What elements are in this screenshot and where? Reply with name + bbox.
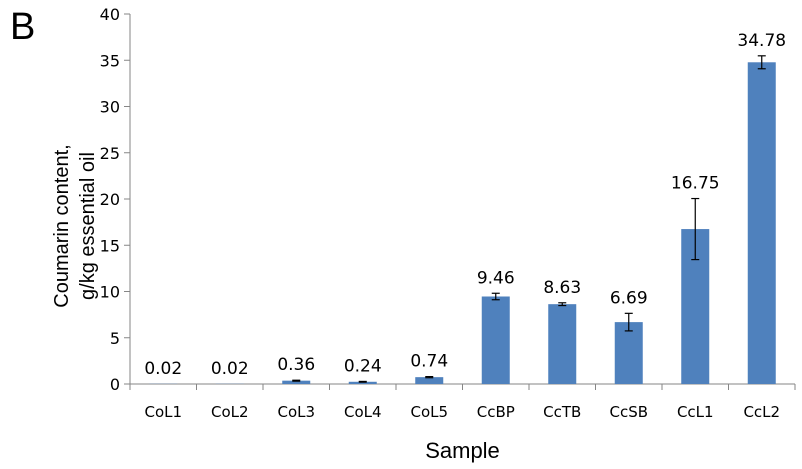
data-label: 9.46	[477, 268, 515, 288]
bar	[282, 380, 311, 384]
y-tick-label: 20	[100, 190, 120, 209]
x-tick-label: CcSB	[609, 403, 648, 421]
x-tick-label: CoL2	[211, 403, 249, 421]
data-label: 0.02	[211, 359, 249, 379]
x-tick-label: CcBP	[477, 403, 515, 421]
x-tick-label: CoL4	[344, 403, 382, 421]
data-label: 0.02	[144, 359, 182, 379]
x-tick-label: CoL3	[277, 403, 315, 421]
bar	[481, 296, 510, 384]
x-tick-label: CcTB	[543, 403, 581, 421]
data-label: 34.78	[737, 31, 786, 51]
y-tick-label: 5	[110, 329, 120, 348]
y-tick-label: 25	[100, 144, 120, 163]
y-tick-label: 15	[100, 236, 120, 255]
data-label: 8.63	[543, 278, 581, 298]
y-tick-label: 0	[110, 375, 120, 394]
y-tick-label: 35	[100, 51, 120, 70]
x-tick-label: CcL1	[677, 403, 714, 421]
data-label: 6.69	[610, 288, 648, 308]
bar	[415, 377, 444, 384]
y-tick-label: 10	[100, 283, 120, 302]
data-label: 16.75	[671, 174, 720, 194]
x-tick-label: CcL2	[743, 403, 780, 421]
bar	[614, 322, 643, 384]
bar	[747, 62, 776, 384]
panel-label: B	[10, 6, 36, 48]
y-tick-label: 30	[100, 98, 120, 117]
y-tick-label: 40	[100, 5, 120, 24]
data-label: 0.74	[410, 352, 448, 372]
x-axis-label: Sample	[425, 438, 500, 463]
x-tick-label: CoL1	[144, 403, 182, 421]
data-label: 0.36	[277, 355, 315, 375]
bar	[548, 304, 577, 384]
x-tick-label: CoL5	[410, 403, 448, 421]
bar	[348, 381, 377, 384]
data-label: 0.24	[344, 356, 382, 376]
